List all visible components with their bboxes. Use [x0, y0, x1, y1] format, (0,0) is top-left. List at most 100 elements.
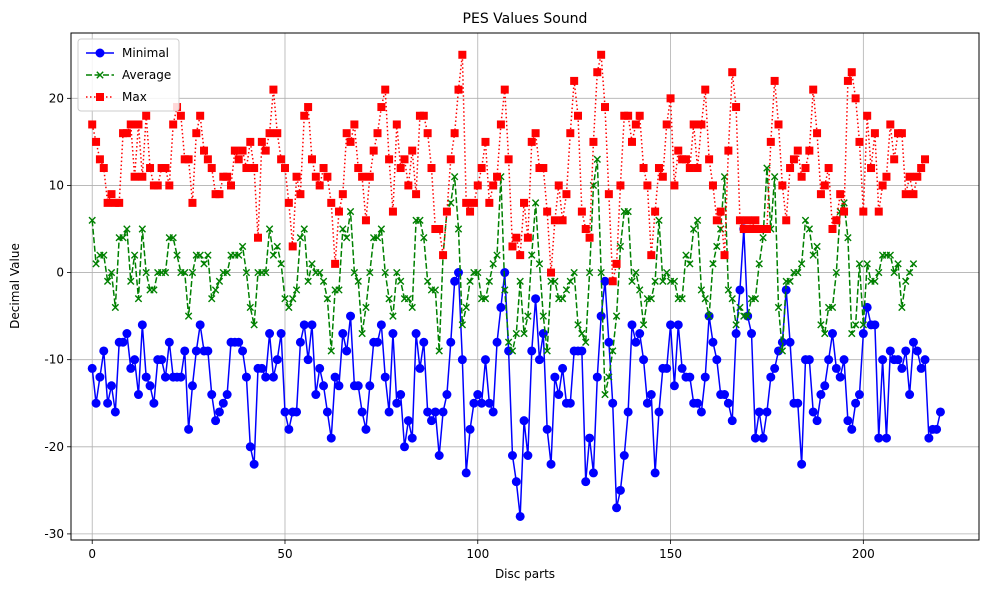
data-point-max: [512, 233, 521, 242]
data-point-average: [354, 277, 362, 285]
data-point-max: [539, 164, 548, 173]
data-point-minimal: [272, 355, 282, 365]
data-point-average: [851, 321, 860, 329]
data-point-minimal: [808, 407, 818, 417]
legend-label-minimal: Minimal: [122, 46, 169, 60]
data-point-max: [627, 137, 636, 146]
data-point-max: [577, 207, 586, 216]
chart-title: PES Values Sound: [463, 11, 588, 27]
data-point-average: [609, 347, 617, 355]
data-point-minimal: [388, 329, 398, 339]
data-point-average: [528, 251, 536, 259]
data-point-max: [712, 216, 721, 225]
data-point-minimal: [442, 390, 452, 400]
data-point-average: [813, 242, 821, 251]
data-point-max: [878, 181, 887, 190]
data-point-average: [485, 277, 494, 285]
series-average: [88, 155, 918, 399]
data-point-average: [516, 277, 524, 285]
data-point-minimal: [546, 459, 556, 469]
x-axis-label: Disc parts: [495, 567, 555, 581]
data-point-minimal: [411, 329, 421, 339]
legend-label-max: Max: [122, 90, 147, 104]
data-point-minimal: [596, 311, 606, 321]
data-point-minimal: [180, 346, 190, 356]
data-point-max: [234, 155, 243, 164]
data-point-minimal: [87, 363, 97, 373]
data-point-average: [840, 199, 848, 207]
data-point-max: [346, 137, 355, 146]
data-point-average: [88, 216, 96, 224]
data-point-max: [427, 164, 436, 173]
series-layer: [87, 50, 945, 521]
data-point-max: [635, 111, 644, 120]
data-point-minimal: [465, 424, 475, 434]
data-point-minimal: [542, 424, 552, 434]
data-point-max: [685, 164, 694, 173]
data-point-minimal: [932, 424, 942, 434]
x-tick-label: 50: [277, 547, 292, 561]
data-point-average: [127, 277, 135, 285]
data-point-minimal: [110, 407, 120, 417]
data-point-minimal: [870, 320, 880, 330]
data-point-minimal: [292, 407, 302, 417]
data-point-average: [898, 303, 906, 312]
data-point-minimal: [403, 416, 413, 426]
data-point-minimal: [816, 390, 826, 400]
data-point-average: [616, 242, 625, 251]
data-point-average: [462, 303, 470, 312]
data-point-max: [770, 76, 779, 85]
data-point-average: [539, 312, 548, 320]
data-point-max: [227, 181, 236, 190]
data-point-minimal: [380, 372, 390, 382]
data-point-minimal: [858, 329, 868, 339]
data-point-max: [338, 190, 347, 199]
data-point-average: [277, 260, 285, 268]
data-point-max: [728, 68, 737, 77]
data-point-max: [697, 120, 706, 129]
data-point-average: [778, 347, 787, 355]
data-point-max: [388, 207, 397, 216]
data-point-minimal: [376, 320, 386, 330]
data-point-average: [701, 295, 709, 303]
data-point-average: [832, 268, 841, 277]
data-point-average: [130, 251, 139, 259]
data-point-average: [100, 251, 108, 259]
data-point-average: [693, 216, 702, 224]
data-point-average: [211, 286, 220, 294]
data-point-max: [442, 207, 451, 216]
data-point-minimal: [619, 451, 629, 460]
data-point-minimal: [453, 268, 463, 278]
data-point-minimal: [924, 433, 934, 443]
data-point-max: [138, 172, 147, 181]
data-point-average: [389, 312, 397, 320]
data-point-max: [446, 155, 455, 164]
data-point-average: [358, 329, 366, 338]
data-point-minimal: [245, 442, 255, 452]
plot-frame: [70, 32, 980, 541]
data-point-max: [508, 242, 517, 251]
data-point-max: [516, 251, 525, 260]
data-point-max: [242, 164, 251, 173]
data-point-average: [686, 260, 694, 268]
data-point-average: [262, 268, 270, 277]
data-point-minimal: [473, 390, 483, 400]
series-minimal: [87, 224, 945, 521]
data-point-minimal: [878, 355, 888, 365]
data-point-max: [323, 172, 332, 181]
data-point-max: [292, 172, 301, 181]
series-line-average: [91, 158, 915, 396]
data-point-max: [230, 146, 239, 155]
data-point-max: [288, 242, 297, 251]
data-point-average: [404, 295, 413, 303]
data-point-minimal: [307, 320, 317, 330]
data-point-max: [342, 129, 351, 138]
data-point-minimal: [631, 337, 641, 347]
data-point-average: [215, 277, 224, 285]
data-point-max: [122, 129, 131, 138]
data-point-max: [107, 190, 116, 199]
data-point-minimal: [130, 355, 140, 365]
data-point-average: [871, 277, 879, 285]
data-point-minimal: [720, 390, 730, 400]
data-point-average: [724, 286, 733, 294]
